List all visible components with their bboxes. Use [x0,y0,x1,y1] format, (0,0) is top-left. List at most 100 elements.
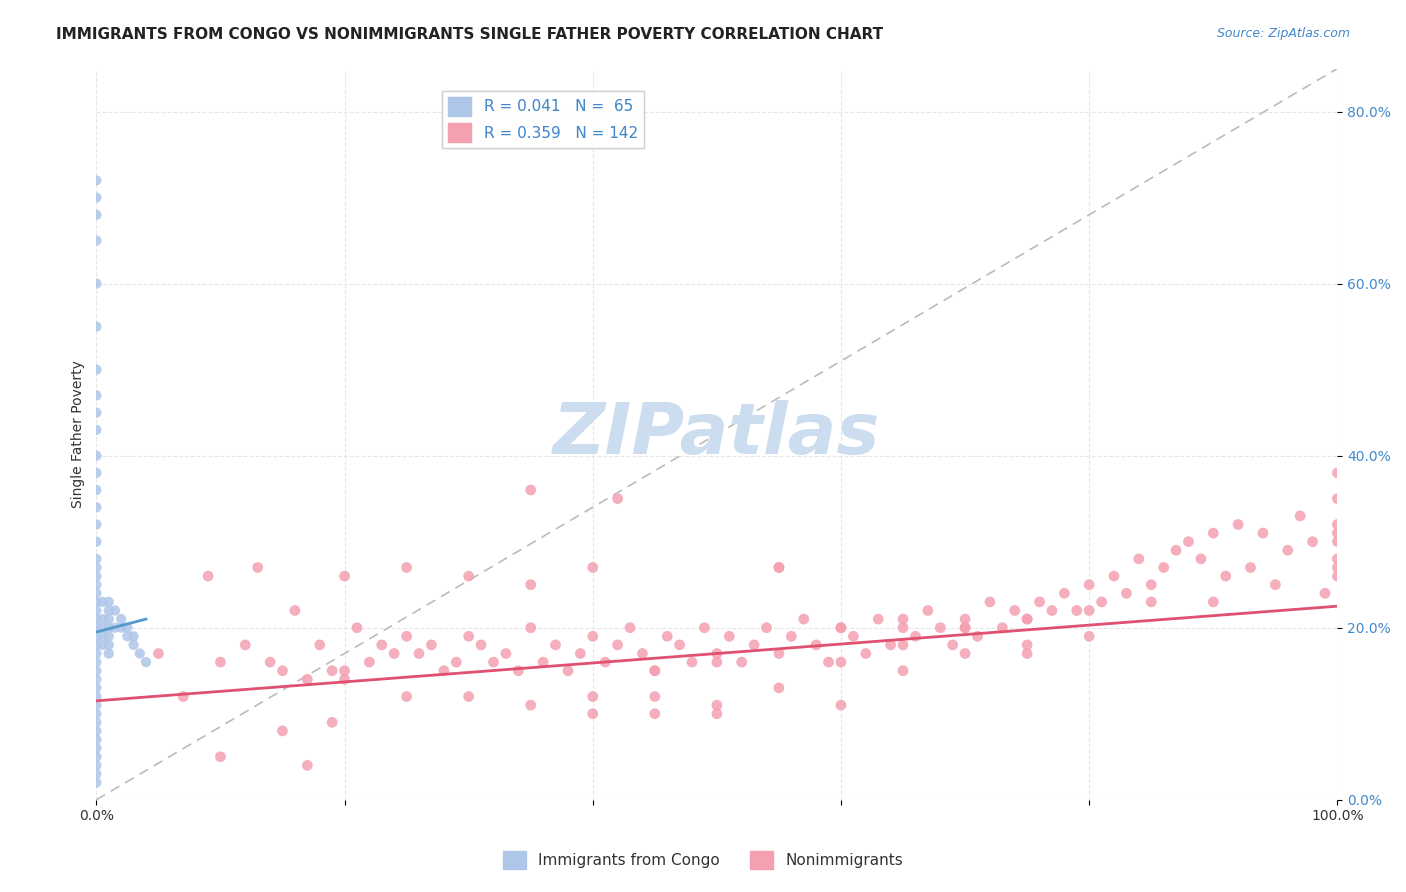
Point [1053,586,1076,600]
Point [1313,586,1336,600]
Point [830,621,852,635]
Point [209,655,232,669]
Point [333,664,356,678]
Point [519,621,541,635]
Point [693,621,716,635]
Point [433,664,456,678]
Point [308,638,330,652]
Point [793,612,815,626]
Point [891,621,914,635]
Point [86,767,108,781]
Point [1215,569,1237,583]
Point [408,647,430,661]
Point [86,664,108,678]
Point [1017,647,1039,661]
Point [582,560,605,574]
Point [122,629,145,643]
Point [86,638,108,652]
Point [1326,534,1348,549]
Point [86,466,108,480]
Point [233,638,256,652]
Text: IMMIGRANTS FROM CONGO VS NONIMMIGRANTS SINGLE FATHER POVERTY CORRELATION CHART: IMMIGRANTS FROM CONGO VS NONIMMIGRANTS S… [56,27,883,42]
Point [128,647,150,661]
Point [86,741,108,756]
Point [395,690,418,704]
Point [706,655,728,669]
Point [768,560,790,574]
Point [1326,517,1348,532]
Point [86,647,108,661]
Point [104,621,127,635]
Point [86,673,108,687]
Point [148,647,170,661]
Point [86,775,108,789]
Point [1239,560,1261,574]
Point [110,612,132,626]
Point [97,595,120,609]
Point [868,612,890,626]
Point [519,577,541,591]
Point [1189,552,1212,566]
Point [681,655,703,669]
Point [346,621,368,635]
Point [86,173,108,187]
Point [86,277,108,291]
Point [333,569,356,583]
Point [557,664,579,678]
Point [97,603,120,617]
Point [1004,603,1026,617]
Point [657,629,679,643]
Point [519,698,541,713]
Point [86,681,108,695]
Point [86,732,108,747]
Point [1264,577,1286,591]
Point [135,655,157,669]
Point [1140,595,1163,609]
Point [395,629,418,643]
Point [91,638,114,652]
Point [457,690,479,704]
Point [953,612,976,626]
Point [395,560,418,574]
Point [531,655,554,669]
Point [246,560,269,574]
Point [104,603,127,617]
Point [706,647,728,661]
Point [668,638,690,652]
Point [97,621,120,635]
Point [1289,508,1312,523]
Point [97,629,120,643]
Point [321,715,343,730]
Point [371,638,394,652]
Point [482,655,505,669]
Point [420,638,443,652]
Point [1227,517,1250,532]
Point [1128,552,1150,566]
Point [86,577,108,591]
Point [86,749,108,764]
Point [91,621,114,635]
Point [718,629,741,643]
Point [86,234,108,248]
Point [1140,577,1163,591]
Point [830,698,852,713]
Point [1326,466,1348,480]
Point [197,569,219,583]
Point [768,560,790,574]
Point [891,612,914,626]
Point [333,673,356,687]
Point [91,629,114,643]
Point [97,647,120,661]
Point [470,638,492,652]
Point [519,483,541,497]
Point [966,629,988,643]
Point [582,629,605,643]
Point [953,621,976,635]
Point [117,629,139,643]
Point [1091,595,1114,609]
Point [508,664,530,678]
Point [86,603,108,617]
Y-axis label: Single Father Poverty: Single Father Poverty [72,360,86,508]
Point [97,638,120,652]
Point [879,638,901,652]
